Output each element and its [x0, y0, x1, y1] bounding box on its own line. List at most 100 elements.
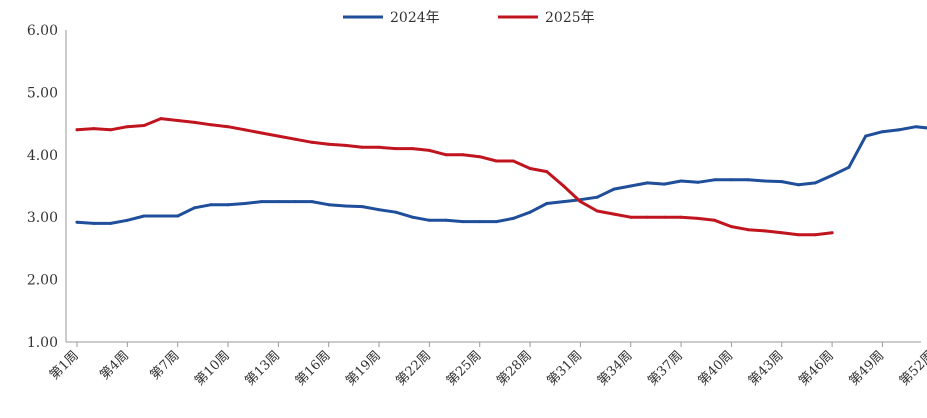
x-tick-label: 第4周: [97, 348, 132, 383]
data-point: [294, 138, 297, 141]
data-point: [730, 178, 733, 181]
data-point: [143, 124, 146, 127]
data-point: [478, 220, 481, 223]
data-point: [680, 180, 683, 183]
data-point: [193, 206, 196, 209]
data-point: [294, 200, 297, 203]
data-point: [764, 229, 767, 232]
data-point: [176, 215, 179, 218]
data-point: [629, 185, 632, 188]
data-point: [378, 146, 381, 149]
data-point: [445, 219, 448, 222]
data-point: [143, 215, 146, 218]
data-point: [780, 231, 783, 234]
data-point: [579, 200, 582, 203]
data-point: [411, 216, 414, 219]
data-point: [394, 211, 397, 214]
x-tick-label: 第13周: [242, 348, 283, 389]
data-point: [210, 203, 213, 206]
x-tick-label: 第10周: [192, 348, 233, 389]
data-point: [411, 147, 414, 150]
data-point: [713, 219, 716, 222]
data-point: [545, 170, 548, 173]
data-point: [747, 228, 750, 231]
data-point: [764, 180, 767, 183]
data-point: [797, 233, 800, 236]
data-point: [344, 205, 347, 208]
data-point: [730, 225, 733, 228]
data-point: [478, 155, 481, 158]
y-tick-label: 6.00: [27, 23, 58, 39]
data-point: [327, 203, 330, 206]
x-axis: 第1周第4周第7周第10周第13周第16周第19周第22周第25周第28周第31…: [47, 342, 927, 389]
data-point: [159, 117, 162, 120]
data-point: [344, 144, 347, 147]
data-point: [126, 125, 129, 128]
data-point: [663, 183, 666, 186]
data-point: [663, 216, 666, 219]
x-tick-label: 第7周: [148, 348, 183, 383]
y-tick-label: 5.00: [27, 85, 58, 101]
data-point: [680, 216, 683, 219]
data-point: [814, 233, 817, 236]
data-point: [529, 211, 532, 214]
data-point: [613, 188, 616, 191]
data-point: [596, 196, 599, 199]
data-point: [92, 222, 95, 225]
data-point: [915, 125, 918, 128]
data-point: [126, 219, 129, 222]
data-point: [361, 205, 364, 208]
data-point: [562, 200, 565, 203]
data-point: [529, 167, 532, 170]
x-tick-label: 第31周: [545, 348, 586, 389]
data-point: [109, 222, 112, 225]
data-point: [613, 213, 616, 216]
data-point: [227, 125, 230, 128]
data-point: [159, 215, 162, 218]
data-point: [428, 149, 431, 152]
data-point: [109, 128, 112, 131]
series-layer: [76, 117, 927, 236]
data-point: [76, 128, 79, 131]
legend: 2024年 2025年: [343, 10, 595, 26]
data-point: [797, 183, 800, 186]
x-tick-label: 第28周: [494, 348, 535, 389]
data-point: [780, 180, 783, 183]
data-point: [831, 174, 834, 177]
x-tick-label: 第40周: [696, 348, 737, 389]
y-tick-label: 1.00: [27, 335, 58, 351]
x-tick-label: 第22周: [394, 348, 435, 389]
data-point: [512, 217, 515, 220]
x-tick-label: 第16周: [293, 348, 334, 389]
x-tick-label: 第25周: [444, 348, 485, 389]
data-point: [243, 202, 246, 205]
data-point: [646, 216, 649, 219]
data-point: [260, 200, 263, 203]
data-point: [243, 128, 246, 131]
data-point: [92, 127, 95, 130]
data-point: [696, 217, 699, 220]
data-point: [495, 220, 498, 223]
data-point: [847, 166, 850, 169]
data-point: [512, 160, 515, 163]
x-tick-label: 第34周: [595, 348, 636, 389]
x-tick-label: 第49周: [847, 348, 888, 389]
y-tick-label: 4.00: [27, 148, 58, 164]
data-point: [327, 143, 330, 146]
data-point: [310, 141, 313, 144]
data-point: [176, 119, 179, 122]
data-point: [629, 216, 632, 219]
x-tick-label: 第43周: [746, 348, 787, 389]
data-point: [76, 221, 79, 224]
data-point: [545, 202, 548, 205]
data-point: [277, 200, 280, 203]
data-point: [461, 153, 464, 156]
y-tick-label: 2.00: [27, 273, 58, 289]
data-point: [864, 135, 867, 138]
x-tick-label: 第46周: [796, 348, 837, 389]
data-point: [898, 128, 901, 131]
data-point: [461, 220, 464, 223]
data-point: [831, 231, 834, 234]
